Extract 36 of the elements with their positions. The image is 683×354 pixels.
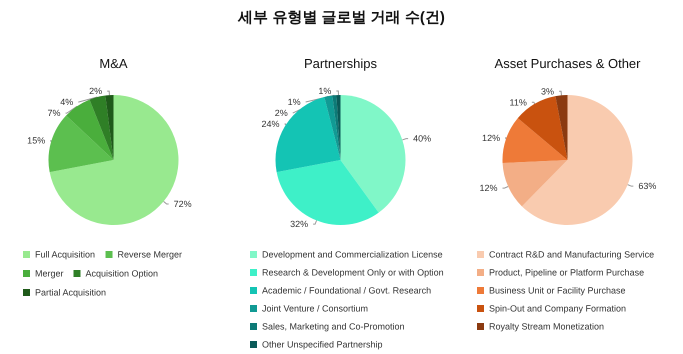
data-label: 3% [541, 86, 554, 96]
legend-label: Acquisition Option [86, 268, 158, 278]
legend-label: Spin-Out and Company Formation [489, 304, 626, 314]
legend-label: Full Acquisition [35, 250, 96, 260]
data-label: 1% [318, 86, 332, 96]
data-label: 2% [89, 86, 102, 96]
data-label: 15% [27, 136, 46, 146]
data-label: 32% [290, 219, 308, 230]
data-label: 12% [479, 183, 498, 194]
data-label: 7% [48, 108, 61, 118]
legend-label: Research & Development Only or with Option [262, 268, 444, 278]
legend-label: Merger [35, 268, 64, 278]
legend-label: Joint Venture / Consortium [262, 304, 368, 314]
legend-label: Development and Commercialization License [262, 250, 443, 260]
data-label: 4% [60, 97, 74, 108]
data-label: 24% [261, 119, 280, 130]
data-label: 1% [288, 97, 301, 108]
legend-label: Product, Pipeline or Platform Purchase [489, 268, 644, 278]
data-label: 72% [174, 198, 192, 209]
legend-label: Business Unit or Facility Purchase [489, 286, 626, 296]
data-label: 11% [509, 97, 527, 108]
chart-subtitle: M&A [99, 56, 128, 71]
legend-label: Sales, Marketing and Co-Promotion [262, 322, 405, 332]
chart-subtitle: Partnerships [304, 56, 378, 71]
legend-label: Reverse Merger [118, 250, 182, 260]
legend-label: Royalty Stream Monetization [489, 322, 604, 332]
chart-title: 세부 유형별 글로벌 거래 수(건) [236, 8, 446, 27]
data-label: 40% [413, 134, 432, 144]
legend-label: Contract R&D and Manufacturing Service [489, 250, 654, 260]
legend-label: Academic / Foundational / Govt. Research [262, 286, 432, 296]
legend-label: Other Unspecified Partnership [262, 340, 383, 350]
data-label: 2% [274, 108, 288, 118]
data-label: 12% [482, 132, 500, 143]
chart-subtitle: Asset Purchases & Other [494, 56, 642, 71]
data-label: 63% [638, 181, 656, 192]
legend-label: Partial Acquisition [35, 288, 106, 298]
